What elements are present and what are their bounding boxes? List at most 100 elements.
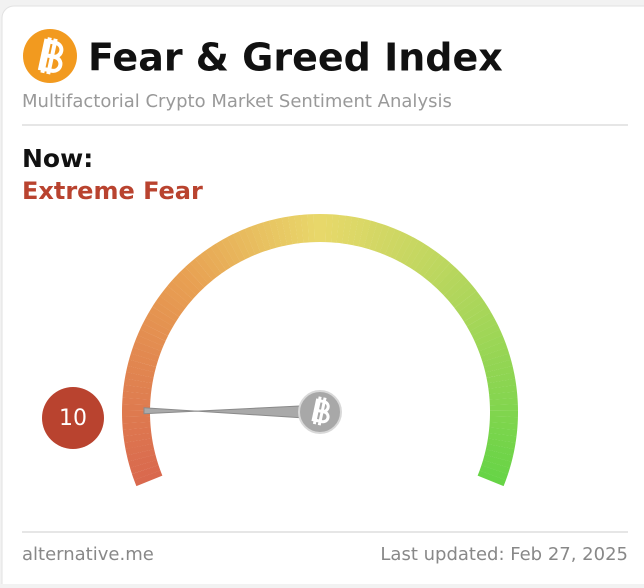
bitcoin-logo [23, 29, 77, 83]
gauge-arc-segment [130, 459, 159, 475]
gauge-arc-segment [369, 222, 384, 251]
gauge-arc-segment [215, 240, 236, 268]
gauge-arc-segment [489, 397, 518, 406]
gauge-arc-segment [250, 224, 266, 253]
title: Fear & Greed Index [88, 36, 503, 80]
gauge-arc-segment [124, 438, 154, 450]
gauge-arc-segment [418, 250, 441, 277]
gauge-arc-segment [472, 323, 500, 342]
gauge-arc-segment [342, 215, 353, 245]
gauge-arc-segment [353, 217, 365, 247]
gauge-arc-segment [180, 266, 205, 292]
gauge-arc-segment [379, 226, 396, 255]
gauge-arc-segment [389, 231, 408, 260]
gauge-arc-segment [132, 341, 162, 357]
gauge-arc-segment [129, 353, 158, 368]
gauge-arc-segment [486, 438, 516, 450]
gauge-arc-segment [409, 243, 430, 271]
gauge-arc-segment [486, 372, 516, 384]
gauge-arc-segment [171, 276, 197, 300]
gauge-arc-segment [199, 250, 222, 277]
gauge-arc-segment [487, 432, 517, 443]
gauge-arc-segment [450, 285, 477, 309]
gauge: 10 [42, 214, 518, 487]
gauge-arc-segment [466, 312, 495, 332]
gauge-arc-segment [485, 365, 514, 378]
gauge-arc-segment [122, 421, 151, 430]
gauge-arc-segment [320, 214, 327, 243]
gauge-arc-segment [489, 410, 518, 418]
gauge-arc-segment [281, 216, 293, 246]
gauge-arc-segment [145, 312, 174, 332]
gauge-arc-segment [482, 353, 511, 368]
gauge-arc-segment [287, 215, 299, 245]
gauge-arc-segment [122, 391, 151, 400]
gauge-arc-segment [478, 341, 508, 357]
gauge-arc-segment [363, 220, 378, 250]
gauge-arc-segment [123, 378, 153, 389]
gauge-arc-segment [443, 276, 469, 300]
card [1, 5, 644, 588]
gauge-arc-segment [457, 295, 485, 318]
gauge-arc-segment [435, 267, 460, 292]
gauge-arc-segment [485, 443, 515, 456]
gauge-arc-segment [134, 470, 163, 487]
gauge-arc-segment [127, 359, 157, 373]
gauge-arc-segment [404, 240, 425, 268]
gauge-arc-segment [238, 228, 256, 258]
gauge-arc-segment [221, 237, 241, 265]
gauge-arc-segment [122, 410, 151, 418]
gauge-arc-segment [126, 365, 155, 378]
gauge-arc-segment [358, 219, 372, 248]
gauge-arc-segment [159, 290, 186, 313]
gauge-arc-segment [256, 222, 271, 251]
gauge-arc-segment [155, 295, 183, 317]
gauge-arc-segment [483, 454, 512, 469]
gauge-arc-segment [137, 329, 166, 347]
gauge-arc-segment [481, 459, 510, 475]
gauge-arc-segment [384, 228, 402, 258]
gauge-arc-segment [275, 217, 288, 247]
gauge-arc-segment [122, 397, 151, 406]
gauge-arc-segment [483, 359, 513, 373]
gauge-arc-segment [394, 234, 414, 262]
gauge-arc-segment [152, 301, 180, 322]
gauge-arc-segment [313, 214, 321, 243]
last-updated: Last updated: Feb 27, 2025 [380, 544, 628, 565]
gauge-arc-segment [294, 214, 304, 244]
gauge-arc-segment [140, 323, 168, 342]
gauge-arc-segment [474, 329, 503, 347]
value-label: 10 [59, 406, 87, 431]
gauge-arc-segment [325, 214, 334, 243]
gauge-arc-segment [268, 219, 282, 248]
gauge-arc-segment [447, 280, 473, 304]
gauge-arc-segment [262, 220, 277, 250]
gauge-arc-segment [300, 214, 310, 243]
gauge-arc-segment [460, 301, 488, 322]
gauge-arc-segment [122, 404, 151, 411]
gauge-arc-segment [414, 247, 435, 274]
value-badge [42, 387, 104, 449]
gauge-arc-segment [210, 243, 231, 271]
gauge-arc-segment [374, 224, 390, 253]
gauge-arc-segment [123, 384, 152, 395]
gauge-arc-segment [489, 404, 518, 411]
source: alternative.me [22, 544, 154, 565]
gauge-arc-segment [125, 443, 155, 456]
gauge-arc-segment [489, 391, 518, 400]
gauge-arc-segment [476, 335, 505, 352]
gauge-arc-segment [189, 258, 213, 284]
classification: Extreme Fear [22, 177, 203, 205]
gauge-arc-segment [135, 335, 164, 352]
gauge-arc-segment [469, 317, 498, 337]
gauge-arc-segment [232, 231, 251, 260]
gauge-arc-segment [399, 237, 419, 265]
gauge-arc-segment [128, 454, 157, 468]
gauge-arc-segment [488, 384, 517, 395]
gauge-arc-segment [489, 416, 518, 424]
hub-bitcoin-icon [311, 396, 330, 426]
gauge-arc-segment [307, 214, 315, 243]
gauge-arc-segment [163, 285, 190, 308]
gauge-arc-segment [347, 216, 359, 246]
